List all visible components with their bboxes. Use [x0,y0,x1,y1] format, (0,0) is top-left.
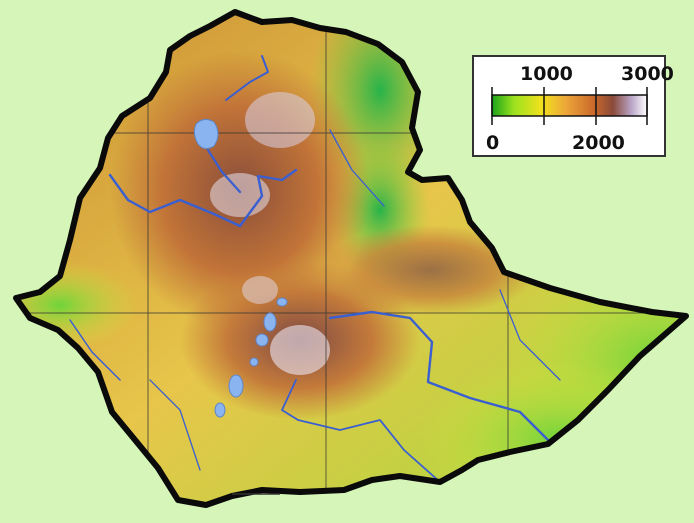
lake-chamo [214,402,226,418]
legend-label-0: 0 [486,132,500,154]
legend-label-1000: 1000 [520,63,573,85]
lake-ziway [263,312,277,332]
lake-tana [193,118,219,150]
lake-abaya [228,374,244,398]
lake-koka [276,297,288,307]
elevation-legend: 1000 3000 0 2000 [472,55,674,157]
legend-color-ramp [491,87,648,125]
lake-langano [255,333,269,347]
lakes [193,118,288,418]
legend-label-2000: 2000 [572,132,625,154]
legend-label-3000: 3000 [621,63,674,85]
rivers [69,55,561,483]
lake-awasa [249,357,259,367]
